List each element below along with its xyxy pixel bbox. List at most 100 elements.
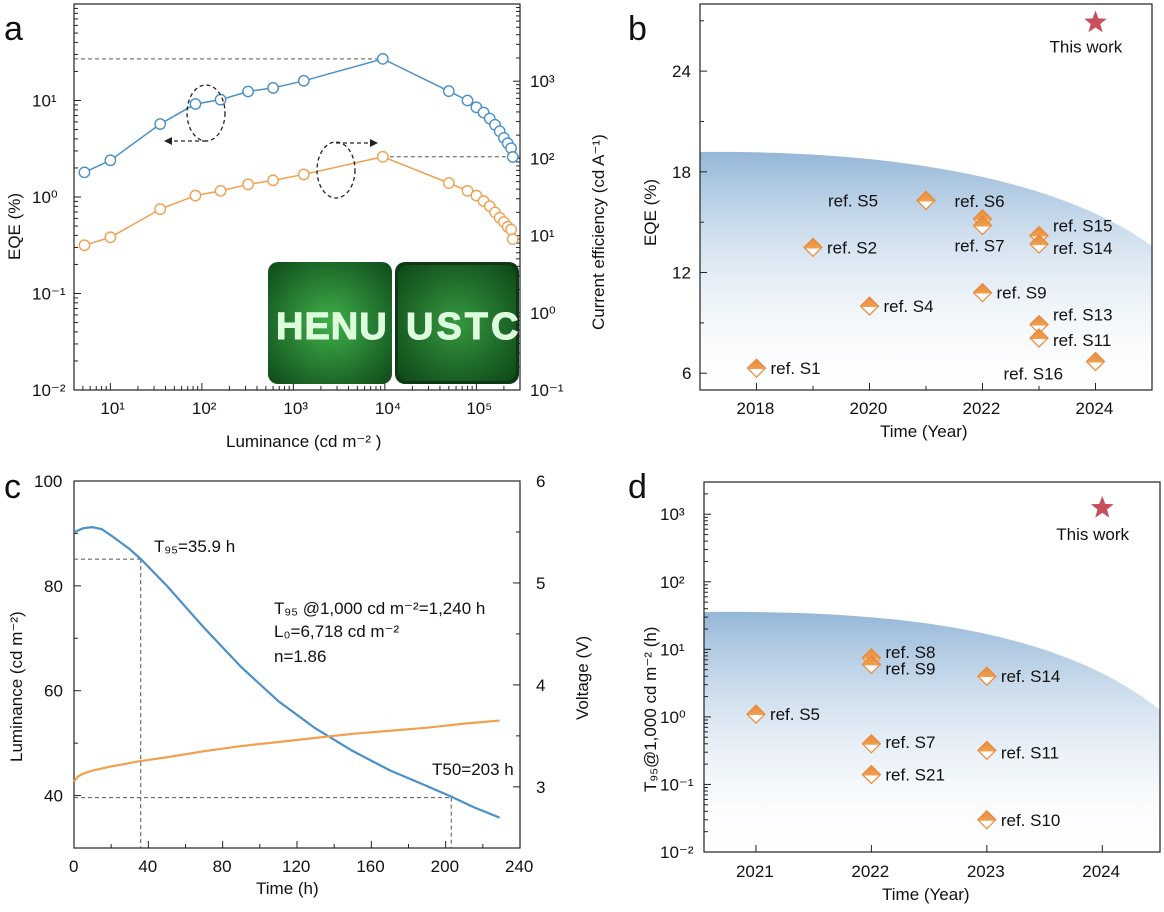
y-tick-label: 10⁰ <box>660 708 686 727</box>
data-point-diamond <box>746 358 767 379</box>
data-point-diamond <box>861 764 882 785</box>
y-left-axis-label: Luminance (cd m⁻²) <box>7 611 26 762</box>
annotation-t95-1000: T₉₅ @1,000 cd m⁻²=1,240 h <box>274 599 485 618</box>
plot-frame <box>703 481 1161 853</box>
y-tick-label: 10² <box>660 573 685 592</box>
yl-tick-label: 10¹ <box>32 92 57 111</box>
x-tick-label: 2024 <box>1076 399 1114 418</box>
current-efficiency-series-point <box>376 150 389 163</box>
this-work-label: This work <box>1056 525 1129 544</box>
current-efficiency-series-point <box>461 184 474 197</box>
eqe-axis-indicator-ellipse <box>186 84 226 142</box>
point-label: ref. S6 <box>955 192 1005 211</box>
y-tick-label: 10³ <box>660 505 685 524</box>
point-label: ref. S5 <box>770 705 820 724</box>
x-axis-label: Time (Year) <box>882 885 970 904</box>
yl-tick-label: 80 <box>44 577 63 596</box>
point-label: ref. S7 <box>955 237 1005 256</box>
yr-tick-label: 3 <box>536 778 545 797</box>
y-left-axis-label: EQE (%) <box>5 193 24 260</box>
yl-tick-label: 100 <box>34 472 62 491</box>
shaded-region <box>700 151 1152 390</box>
x-tick-label: 10³ <box>283 399 308 418</box>
x-tick-label: 10¹ <box>100 399 125 418</box>
ce-axis-indicator-ellipse <box>316 141 356 199</box>
point-label: ref. S21 <box>885 766 945 785</box>
x-axis-label: Time (Year) <box>880 422 968 441</box>
this-work-label: This work <box>1050 37 1123 56</box>
eqe-series-point <box>189 98 202 110</box>
point-label: ref. S2 <box>827 238 877 257</box>
y-tick-label: 6 <box>682 364 691 383</box>
point-label: ref. S9 <box>885 659 935 678</box>
current-efficiency-series-point <box>442 177 455 189</box>
this-work-star <box>1084 10 1107 33</box>
annotation-t95: T₉₅=35.9 h <box>154 537 235 556</box>
y-tick-label: 10⁻² <box>660 843 694 862</box>
eqe-series-point <box>506 151 519 163</box>
shaded-region <box>704 611 1160 852</box>
point-label: ref. S5 <box>828 191 878 210</box>
left-arrow-head <box>164 137 172 145</box>
data-point-diamond <box>972 282 993 303</box>
x-tick-label: 2021 <box>736 862 774 881</box>
point-label: ref. S1 <box>771 359 821 378</box>
x-tick-label: 160 <box>356 857 384 876</box>
y-tick-label: 18 <box>672 163 691 182</box>
data-point-diamond <box>1085 351 1106 372</box>
yr-tick-label: 5 <box>536 574 545 593</box>
eqe-series-point <box>297 74 310 87</box>
point-label: ref. S14 <box>1053 239 1113 258</box>
y-right-axis-label: Current efficiency (cd A⁻¹) <box>589 134 608 330</box>
current-efficiency-series-line <box>84 155 514 246</box>
right-arrow-head <box>370 139 378 147</box>
eqe-series-point <box>461 94 474 107</box>
x-tick-label: 80 <box>213 857 232 876</box>
yr-tick-label: 6 <box>536 472 545 491</box>
luminance-decay-line <box>73 526 500 819</box>
y-tick-label: 12 <box>672 264 691 283</box>
panel-letter-a: a <box>4 10 23 48</box>
current-efficiency-series-point <box>267 174 279 187</box>
data-point-diamond <box>859 296 880 316</box>
panel-d-lifetime-timeline-chart: 2021 2022 2023 2024 10⁻² 10⁻¹ 10⁰ 10¹ 10² 10³ Time… <box>641 481 1161 904</box>
annotation-l0: L₀=6,718 cd m⁻² <box>274 622 400 641</box>
x-tick-label: 2023 <box>967 862 1005 881</box>
yl-tick-label: 10⁰ <box>32 188 58 207</box>
y-axis-label: T₉₅@1,000 cd m⁻² (h) <box>641 627 660 792</box>
yr-tick-label: 10² <box>530 149 555 168</box>
yr-tick-label: 10³ <box>530 72 555 91</box>
x-tick-label: 10² <box>192 399 217 418</box>
yr-tick-label: 10¹ <box>530 227 555 246</box>
yr-tick-label: 10⁰ <box>530 304 556 323</box>
point-label: ref. S8 <box>885 643 935 662</box>
x-tick-label: 2022 <box>851 862 889 881</box>
x-tick-label: 120 <box>282 857 310 876</box>
data-point-diamond <box>916 190 936 211</box>
panel-a-eqe-current-efficiency-chart: 10¹ 10² 10³ 10⁴ 10⁵ 10⁻² 10⁻¹ 10⁰ 10¹ 10⁻¹ 10⁰ 10¹ 1… <box>5 3 608 451</box>
data-point-diamond <box>972 215 993 236</box>
x-axis-label: Luminance (cd m⁻² ) <box>226 432 381 451</box>
x-tick-label: 40 <box>138 857 157 876</box>
eqe-series-point <box>442 85 455 98</box>
current-efficiency-series-point <box>505 223 518 236</box>
inset-text-ustc: USTC <box>406 306 521 348</box>
data-point-diamond <box>861 654 882 675</box>
current-efficiency-series-point <box>189 189 202 202</box>
current-efficiency-series-point <box>104 231 117 244</box>
current-efficiency-series-point <box>297 168 310 181</box>
current-efficiency-series-point <box>154 203 167 216</box>
data-point-diamond <box>861 733 882 754</box>
yl-tick-label: 40 <box>44 787 63 806</box>
point-label: ref. S16 <box>1004 364 1064 383</box>
panel-letter-d: d <box>628 468 647 506</box>
yl-tick-label: 10⁻¹ <box>32 285 66 304</box>
y-tick-label: 24 <box>672 62 691 81</box>
point-label: ref. S14 <box>1001 667 1061 686</box>
y-axis-label: EQE (%) <box>641 179 660 246</box>
point-label: ref. S15 <box>1053 217 1113 236</box>
x-tick-label: 2024 <box>1082 862 1120 881</box>
this-work-star <box>1090 495 1114 518</box>
point-label: ref. S11 <box>1001 743 1059 762</box>
